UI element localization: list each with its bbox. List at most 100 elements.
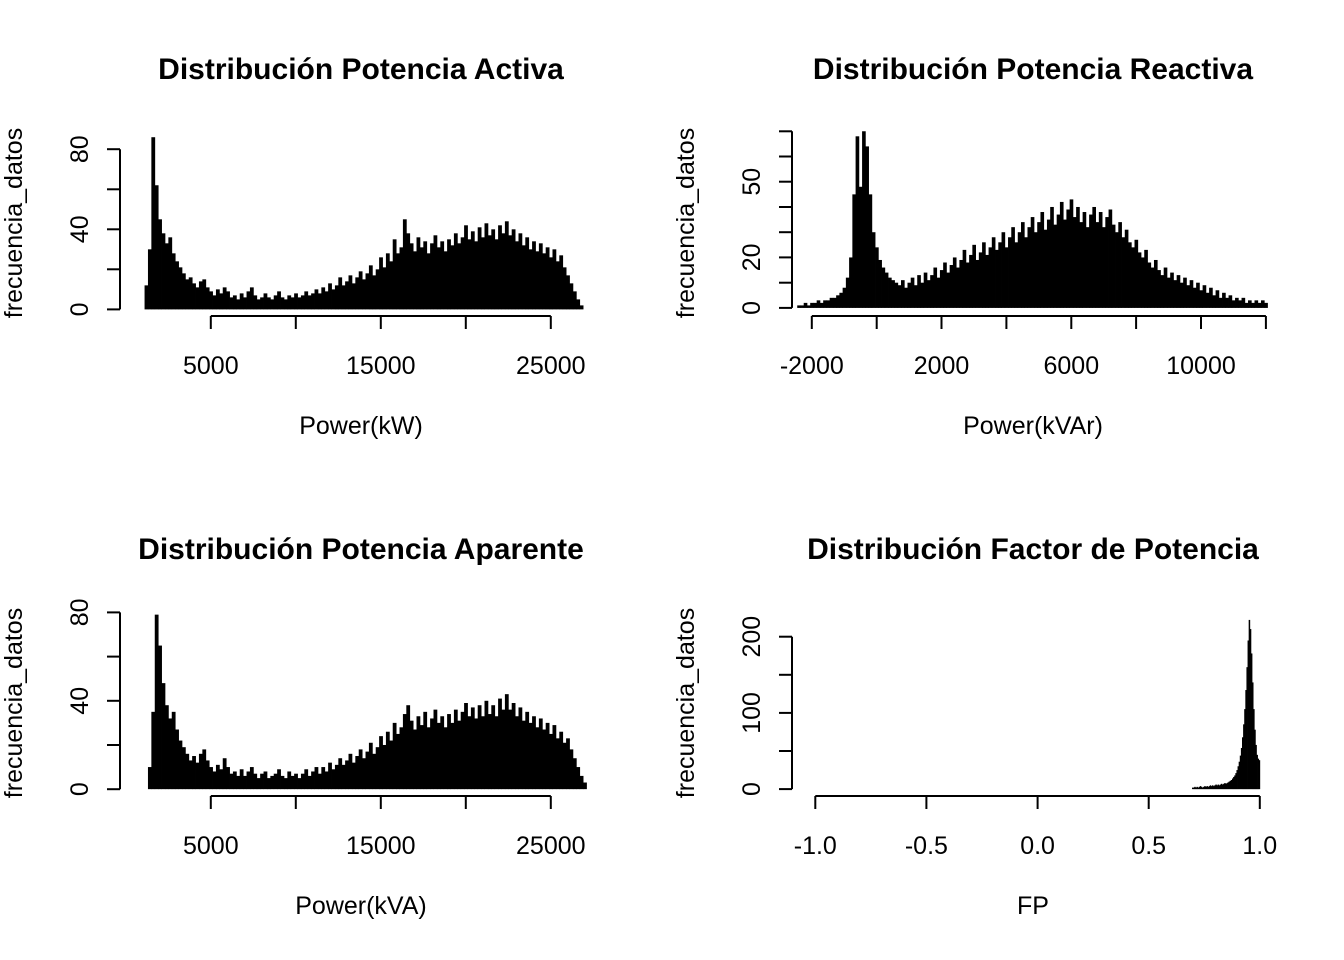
histogram-bar: [939, 270, 944, 308]
histogram-bar: [304, 291, 309, 310]
histogram-bar: [1212, 785, 1214, 790]
panel-title: Distribución Potencia Aparente: [138, 533, 584, 566]
histogram-bar: [569, 283, 574, 310]
histogram-bar: [430, 243, 434, 310]
histogram-bar: [270, 299, 275, 310]
histogram-bar: [1225, 783, 1227, 790]
histogram-bar: [946, 272, 951, 308]
histogram-bar: [518, 707, 523, 790]
histogram-bar: [311, 771, 315, 790]
histogram-bar: [501, 709, 506, 790]
histogram-bar: [239, 293, 244, 310]
histogram-bar: [579, 305, 584, 310]
histogram-bar: [504, 221, 509, 310]
histogram-bar: [1264, 302, 1268, 308]
histogram-bar: [1233, 776, 1235, 790]
histogram-bar: [202, 749, 207, 790]
histogram-bar: [362, 758, 366, 790]
histogram-bar: [440, 241, 445, 310]
panel-potencia-reactiva: -2000 2000 6000 10000 0 20 50 Distribución Pote…: [672, 53, 1268, 440]
histogram-bar: [1222, 292, 1226, 308]
histogram-bar: [975, 259, 980, 308]
histogram-bar: [294, 293, 298, 310]
histogram-bar: [192, 283, 196, 310]
histogram-bar: [572, 291, 577, 310]
histogram-bar: [419, 725, 424, 790]
histogram-bar: [481, 716, 485, 790]
histogram-bar: [154, 614, 159, 790]
y-axis-title: frecuencia_datos: [0, 128, 28, 318]
histogram-bar: [923, 272, 928, 308]
histogram-bar: [365, 751, 370, 790]
histogram-bar: [1063, 219, 1067, 308]
histogram-bar: [426, 727, 431, 790]
histogram-bar: [819, 302, 824, 308]
histogram-bar: [962, 249, 967, 308]
histogram-bar: [358, 271, 363, 310]
histogram-bar: [494, 239, 499, 310]
histogram-bar: [470, 707, 475, 790]
histogram-bar: [338, 277, 343, 310]
histogram-bar: [355, 756, 360, 790]
histogram-bar: [1227, 782, 1230, 790]
histogram-bar: [185, 279, 190, 310]
histogram-bar: [297, 297, 302, 310]
histogram-bar: [583, 782, 587, 790]
x-tick-label: 2000: [914, 352, 970, 380]
histogram-bar: [1030, 217, 1035, 308]
histogram-bar: [198, 753, 203, 790]
y-tick-label: 80: [66, 598, 94, 626]
histogram-bar: [474, 241, 479, 310]
histogram-bar: [402, 714, 407, 790]
histogram-bar: [803, 302, 808, 308]
histogram-bar: [1248, 300, 1252, 308]
histogram-bar: [474, 718, 479, 790]
histogram-bar: [222, 758, 227, 790]
histogram-bar: [154, 185, 159, 310]
histogram-bar: [943, 262, 947, 308]
histogram-bar: [566, 738, 570, 790]
histogram-bar: [576, 299, 581, 310]
histogram-bar: [253, 773, 258, 790]
histogram-bar: [1160, 275, 1165, 308]
histogram-bar: [256, 778, 261, 790]
histogram-bar: [532, 241, 536, 310]
y-tick-label: 20: [738, 243, 766, 271]
histogram-bar: [396, 253, 400, 310]
histogram-bar: [1231, 300, 1236, 308]
histogram-bar: [1040, 212, 1045, 308]
histogram-bar: [494, 716, 499, 790]
x-axis: [814, 795, 1261, 809]
histogram-bar: [443, 727, 448, 790]
histogram-bar: [368, 742, 373, 790]
histogram-bar: [542, 729, 547, 790]
histogram-bar: [277, 769, 281, 790]
histogram-bar: [797, 305, 801, 308]
histogram-bar: [460, 711, 465, 790]
histogram-bar: [147, 249, 152, 310]
histogram-bar: [1204, 786, 1206, 790]
histogram-bar: [1217, 784, 1220, 790]
histogram-bar: [910, 277, 915, 308]
histogram-bar: [368, 265, 373, 310]
histogram-bar: [956, 267, 960, 308]
histogram-bar: [1219, 784, 1222, 790]
histogram-bar: [1194, 786, 1196, 790]
histogram-bar: [161, 683, 166, 790]
x-tick-label: 6000: [1043, 352, 1099, 380]
histogram-bar: [1207, 786, 1210, 790]
histogram-bar: [426, 253, 431, 310]
histogram-bar: [1199, 786, 1202, 790]
histogram-bar: [1170, 272, 1174, 308]
histogram-bar: [1173, 280, 1178, 308]
histogram-bar: [399, 247, 404, 310]
histogram-bar: [521, 245, 526, 310]
x-axis-title: FP: [1017, 892, 1049, 920]
histogram-bar: [467, 716, 472, 790]
histogram-bar: [294, 773, 298, 790]
histogram-bar: [270, 775, 275, 790]
histogram-bar: [1079, 222, 1084, 308]
histogram-bar: [1189, 280, 1194, 308]
y-tick-label: 40: [66, 215, 94, 243]
histogram-bar: [321, 767, 326, 790]
